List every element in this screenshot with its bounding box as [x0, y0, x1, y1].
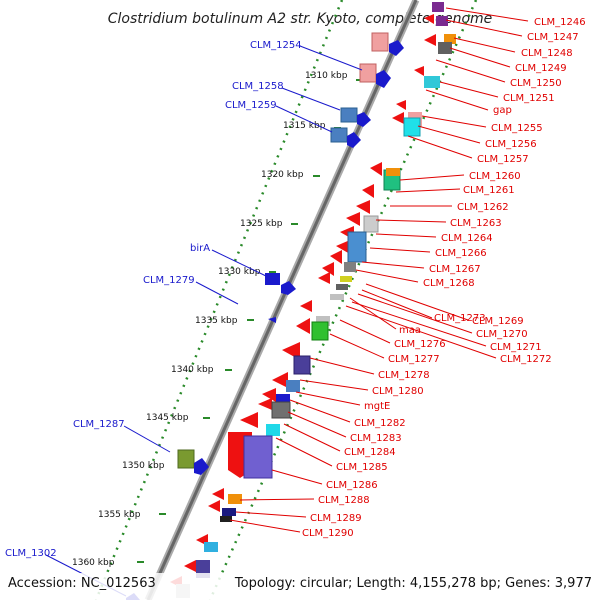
gene-label: CLM_1266: [435, 248, 487, 259]
gene-label: CLM_1248: [521, 48, 573, 59]
gene-label: CLM_1271: [490, 342, 542, 353]
gene-label: CLM_1283: [350, 433, 402, 444]
gene-label: CLM_1302: [5, 548, 57, 559]
gene-label: CLM_1278: [378, 370, 430, 381]
gene-label: CLM_1276: [394, 339, 446, 350]
gene-label: CLM_1286: [326, 480, 378, 491]
scale-label: 1345 kbp: [146, 413, 189, 423]
gene-label: CLM_1282: [354, 418, 406, 429]
gene-label: CLM_1258: [232, 81, 284, 92]
gene-label: CLM_1269: [472, 316, 524, 327]
left-connectors: [45, 45, 363, 597]
gene-label: CLM_1285: [336, 462, 388, 473]
scale-label: 1320 kbp: [261, 170, 304, 180]
right-gene-labels: CLM_1246 CLM_1247 CLM_1248 CLM_1249 CLM_…: [302, 17, 586, 539]
scale-label: 1335 kbp: [195, 316, 238, 326]
gene-label: CLM_1277: [388, 354, 440, 365]
gene-label: CLM_1262: [457, 202, 509, 213]
footer-bar: [0, 573, 600, 600]
gene-label: CLM_1249: [515, 63, 567, 74]
gene-label: CLM_1268: [423, 278, 475, 289]
scale-label: 1325 kbp: [240, 219, 283, 229]
gene-label: CLM_1256: [485, 139, 537, 150]
scale-label: 1310 kbp: [305, 71, 348, 81]
right-connectors: [229, 7, 529, 533]
left-gene-labels: CLM_1254 CLM_1258 CLM_1259 birA CLM_1279…: [5, 40, 302, 559]
topology-text: Topology: circular; Length: 4,155,278 bp…: [234, 576, 592, 591]
gene-label: gap: [493, 105, 512, 116]
gene-label: CLM_1272: [500, 354, 552, 365]
gene-label: CLM_1279: [143, 275, 195, 286]
scale-label: 1360 kbp: [72, 558, 115, 568]
gene-label: CLM_1288: [318, 495, 370, 506]
gene-label: CLM_1259: [225, 100, 277, 111]
scale-label: 1340 kbp: [171, 365, 214, 375]
genome-backbone: [144, 0, 420, 600]
scale-label: 1355 kbp: [98, 510, 141, 520]
gene-label: CLM_1247: [527, 32, 579, 43]
gene-label: CLM_1267: [429, 264, 481, 275]
gene-label: CLM_1257: [477, 154, 529, 165]
gene-label: birA: [190, 243, 210, 254]
gene-label: CLM_1290: [302, 528, 354, 539]
scale-labels: 1310 kbp 1315 kbp 1320 kbp 1325 kbp 1330…: [72, 71, 348, 568]
scale-label: 1315 kbp: [283, 121, 326, 131]
gene-label: CLM_1280: [372, 386, 424, 397]
gene-label: CLM_1255: [491, 123, 543, 134]
reverse-strand-features: [170, 2, 456, 598]
gene-label: CLM_1251: [503, 93, 555, 104]
gene-label: mgtE: [364, 401, 390, 412]
gene-label: CLM_1270: [476, 329, 528, 340]
gene-label: CLM_1287: [73, 419, 125, 430]
scale-label: 1330 kbp: [218, 267, 261, 277]
forward-strand-features: [126, 32, 404, 600]
gene-label: CLM_1250: [510, 78, 562, 89]
gene-label: CLM_1273: [434, 313, 486, 324]
gene-label: maa: [399, 325, 421, 336]
gene-label: CLM_1263: [450, 218, 502, 229]
gene-label: CLM_1289: [310, 513, 362, 524]
map-title: Clostridium botulinum A2 str. Kyoto, com…: [108, 11, 493, 27]
scale-label: 1350 kbp: [122, 461, 165, 471]
gene-label: CLM_1264: [441, 233, 493, 244]
gene-label: CLM_1260: [469, 171, 521, 182]
accession-text: Accession: NC_012563: [8, 576, 156, 591]
gene-label: CLM_1254: [250, 40, 302, 51]
gene-label: CLM_1284: [344, 447, 396, 458]
gene-label: CLM_1261: [463, 185, 515, 196]
gene-label: CLM_1246: [534, 17, 586, 28]
